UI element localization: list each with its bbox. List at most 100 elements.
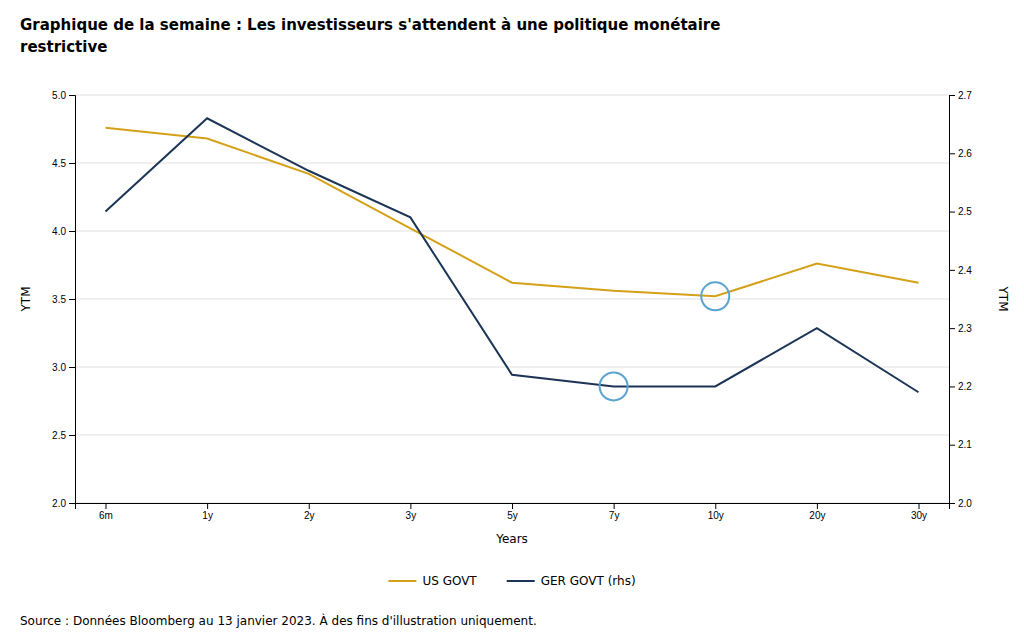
tick-mark [949,153,955,154]
tick-mark [949,445,955,446]
tick-mark [949,503,955,504]
tick: 2.7 [949,90,972,101]
tick-mark [949,386,955,387]
legend-swatch [388,580,416,582]
grid-line [75,299,949,300]
tick: 5.0 [52,90,75,101]
legend: US GOVT GER GOVT (rhs) [388,574,635,588]
tick-label: 4.5 [52,158,66,169]
tick: 3y [406,503,417,521]
tick-label: 4.0 [52,226,66,237]
tick-label: 2.1 [958,439,972,450]
tick: 6m [99,503,113,521]
tick: 3.5 [52,294,75,305]
tick: 7y [609,503,620,521]
title: restrictive [20,38,107,56]
series-line [105,128,918,297]
y-axis: 2.0 2.5 3.0 3.5 4.0 4.5 5.0 [52,90,75,509]
tick: 4.5 [52,158,75,169]
legend-label: GER GOVT (rhs) [541,574,636,588]
tick-label: 2.4 [958,265,972,276]
tick: 2.5 [949,206,972,217]
tick-mark [949,95,955,96]
title: Graphique de la semaine : Les investisse… [20,16,720,34]
tick-label: 2.5 [52,430,66,441]
tick-mark [309,503,310,509]
tick-mark [512,503,513,509]
tick-mark [817,503,818,509]
tick-mark [69,231,75,232]
y-axis-title: YTM [19,286,33,312]
tick: 20y [809,503,825,521]
tick: 2.3 [949,323,972,334]
y2-axis-title: YTM [996,285,1010,311]
x-axis-title: Years [495,532,528,546]
tick: 30y [911,503,927,521]
legend-item: GER GOVT (rhs) [507,574,636,588]
tick-label: 2.0 [52,498,66,509]
tick-mark [69,95,75,96]
grid-line [75,435,949,436]
tick-label: 3.0 [52,362,66,373]
tick-label: 2.7 [958,90,972,101]
tick: 2.4 [949,265,972,276]
tick: 2y [304,503,315,521]
tick-mark [949,270,955,271]
tick-label: 5.0 [52,90,66,101]
tick-label: 3y [406,510,417,521]
tick-label: 3.5 [52,294,66,305]
legend-swatch [507,580,535,582]
tick: 2.0 [949,498,972,509]
tick-mark [949,328,955,329]
grid-line [75,95,949,96]
axis-line [69,96,76,504]
tick: 2.6 [949,148,972,159]
grid-line [75,231,949,232]
highlight-circle [600,372,628,400]
tick-label: 2.2 [958,381,972,392]
tick: 10y [708,503,724,521]
tick-label: 2.6 [958,148,972,159]
tick-mark [715,503,716,509]
tick-mark [410,503,411,509]
tick-mark [614,503,615,509]
legend-label: US GOVT [422,574,477,588]
tick-mark [69,367,75,368]
tick-label: 10y [708,510,724,521]
tick-label: 30y [911,510,927,521]
series-line [105,118,918,392]
tick: 3.0 [52,362,75,373]
tick-mark [69,299,75,300]
chart: Graphique de la semaine : Les investisse… [0,0,1024,643]
tick-label: 2.3 [958,323,972,334]
tick: 5y [507,503,518,521]
tick-label: 5y [507,510,518,521]
tick-mark [69,435,75,436]
tick-mark [105,503,106,509]
tick: 2.5 [52,430,75,441]
grid [75,95,949,503]
grid-line [75,367,949,368]
plot: 6m 1y 2y 3y 5y 7y 10y 20y 30y 2.0 2.5 3.0 3.5 4.0 4.5 5… [19,90,1010,546]
tick-label: 6m [99,510,113,521]
tick-mark [949,212,955,213]
tick: 1y [202,503,213,521]
tick-mark [919,503,920,509]
tick-label: 2.0 [958,498,972,509]
axis-line [76,504,950,510]
highlight-circle [701,282,729,310]
tick-label: 2y [304,510,315,521]
tick: 4.0 [52,226,75,237]
legend-item: US GOVT [388,574,477,588]
tick: 2.2 [949,381,972,392]
tick-mark [69,163,75,164]
source-note: Source : Données Bloomberg au 13 janvier… [20,613,537,628]
tick: 2.0 [52,498,75,509]
tick-mark [69,503,75,504]
tick-mark [207,503,208,509]
tick-label: 1y [202,510,213,521]
tick-label: 2.5 [958,206,972,217]
tick-label: 7y [609,510,620,521]
x-axis: 6m 1y 2y 3y 5y 7y 10y 20y 30y [76,503,950,521]
tick-label: 20y [809,510,825,521]
